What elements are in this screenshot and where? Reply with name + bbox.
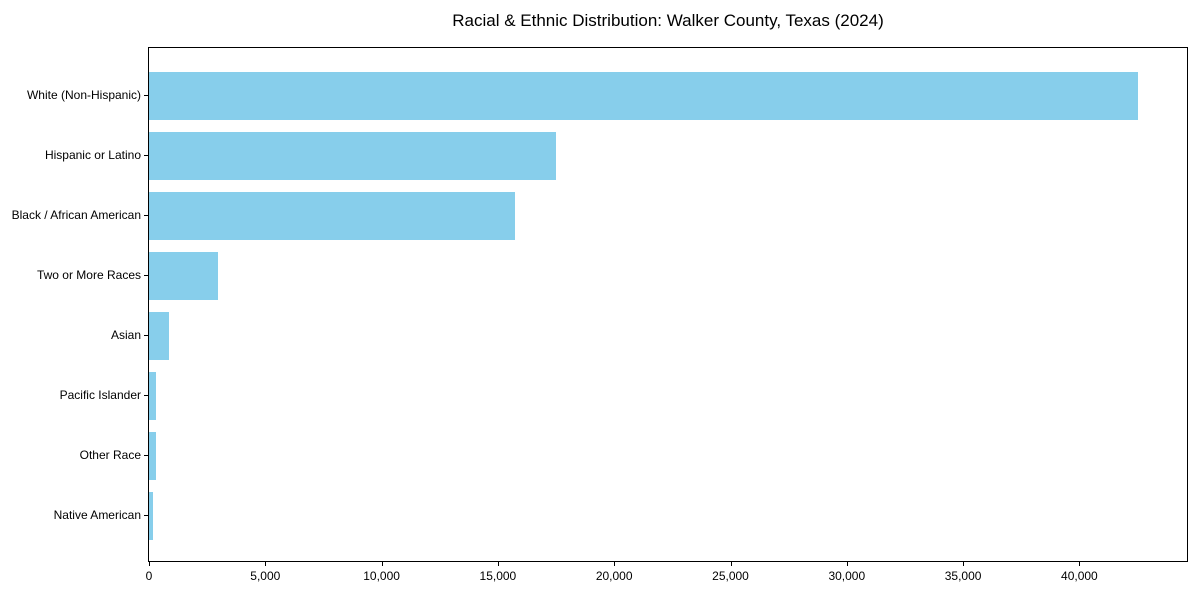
y-tick-label: Hispanic or Latino (44, 148, 141, 162)
x-axis: 0 5,000 10,000 15,000 20,000 25,000 30,000 35,0… (146, 562, 1188, 596)
y-tick-label: Two or More Races (36, 268, 141, 282)
bar (149, 132, 556, 180)
x-tick-label: 15,000 (479, 569, 517, 583)
y-tick (144, 95, 148, 96)
x-tick-label: 20,000 (595, 569, 633, 583)
y-tick (144, 155, 148, 156)
y-tick-label: Native American (53, 508, 141, 522)
x-tick-label: 10,000 (363, 569, 400, 583)
y-axis-labels: White (Non-Hispanic) Hispanic or Latino Bl… (0, 47, 148, 562)
y-tick (144, 275, 148, 276)
x-tick (846, 562, 848, 566)
chart-title: Racial & Ethnic Distribution: Walker Cou… (452, 11, 884, 30)
x-tick (1079, 562, 1081, 566)
x-tick (730, 562, 732, 566)
bar (149, 372, 157, 420)
bar (149, 72, 1138, 120)
x-tick (149, 562, 150, 566)
y-tick-label: White (Non-Hispanic) (26, 88, 141, 102)
y-tick-label: Black / African American (11, 208, 141, 222)
x-tick-label: 25,000 (712, 569, 749, 583)
x-tick (497, 562, 499, 566)
x-tick-label: 5,000 (250, 569, 281, 583)
x-tick (265, 562, 267, 566)
y-tick (144, 515, 148, 516)
x-tick (963, 562, 965, 566)
x-tick-label: 40,000 (1061, 569, 1098, 583)
y-tick (144, 215, 148, 216)
bar (149, 192, 516, 240)
y-tick (144, 335, 148, 336)
y-tick-label: Other Race (79, 448, 141, 462)
x-tick (614, 562, 616, 566)
y-tick-label: Pacific Islander (59, 388, 141, 402)
bar (149, 432, 156, 480)
y-tick (144, 455, 148, 456)
x-tick-label: 0 (145, 569, 153, 583)
y-tick (144, 395, 148, 396)
bar (149, 492, 153, 540)
x-tick-label: 30,000 (828, 569, 866, 583)
bar (149, 252, 218, 300)
x-tick (381, 562, 383, 566)
y-tick-label: Asian (110, 328, 141, 342)
plot-area (148, 47, 1188, 562)
bar (149, 312, 169, 360)
x-tick-label: 35,000 (944, 569, 982, 583)
